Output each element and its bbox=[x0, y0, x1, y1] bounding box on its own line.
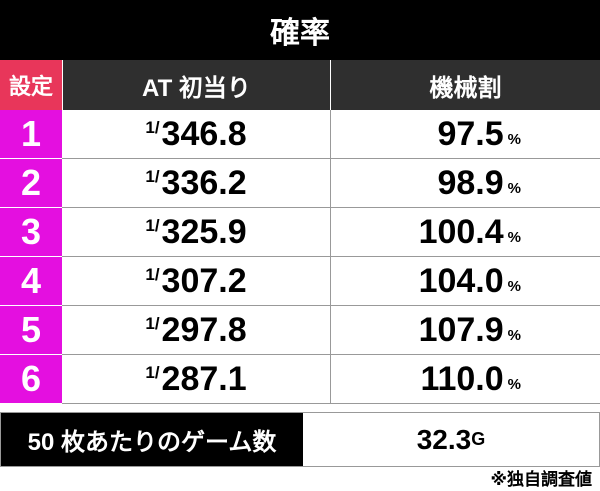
at-value: 297.8 bbox=[161, 310, 247, 349]
setting-cell: 3 bbox=[0, 208, 62, 257]
fraction-numerator: 1/ bbox=[145, 118, 160, 137]
table-row: 3 1/325.9 100.4% bbox=[0, 208, 600, 257]
at-probability-cell: 1/346.8 bbox=[62, 110, 331, 158]
at-value: 336.2 bbox=[161, 163, 247, 202]
fraction-numerator: 1/ bbox=[145, 216, 160, 235]
header-at: AT 初当り bbox=[63, 60, 330, 110]
fraction-numerator: 1/ bbox=[145, 167, 160, 186]
table-row: 1 1/346.8 97.5% bbox=[0, 110, 600, 159]
header-payout: 機械割 bbox=[331, 60, 600, 110]
payout-value: 100.4 bbox=[418, 212, 504, 251]
header-setting: 設定 bbox=[0, 60, 62, 110]
fraction-numerator: 1/ bbox=[145, 265, 160, 284]
table-row: 2 1/336.2 98.9% bbox=[0, 159, 600, 208]
setting-cell: 6 bbox=[0, 355, 62, 404]
at-value: 325.9 bbox=[161, 212, 247, 251]
fraction-numerator: 1/ bbox=[145, 363, 160, 382]
at-probability-cell: 1/287.1 bbox=[62, 355, 331, 403]
games-per-50-box: 50 枚あたりのゲーム数 32.3 G bbox=[0, 412, 600, 467]
percent-unit: % bbox=[507, 326, 521, 344]
games-value: 32.3 G bbox=[416, 423, 486, 455]
at-value: 307.2 bbox=[161, 261, 247, 300]
games-label: 50 枚あたりのゲーム数 bbox=[1, 413, 303, 466]
footnote: ※独自調査値 bbox=[490, 470, 592, 489]
percent-unit: % bbox=[507, 130, 521, 148]
payout-value: 107.9 bbox=[418, 310, 504, 349]
payout-value: 110.0 bbox=[420, 359, 504, 398]
payout-value: 104.0 bbox=[418, 261, 504, 300]
payout-cell: 110.0% bbox=[331, 355, 599, 403]
at-value: 287.1 bbox=[161, 359, 247, 398]
fraction-numerator: 1/ bbox=[145, 314, 160, 333]
page-title: 確率 bbox=[0, 0, 600, 60]
setting-cell: 2 bbox=[0, 159, 62, 208]
table-row: 4 1/307.2 104.0% bbox=[0, 257, 600, 306]
percent-unit: % bbox=[507, 277, 521, 295]
payout-value: 98.9 bbox=[437, 163, 504, 202]
setting-cell: 5 bbox=[0, 306, 62, 355]
percent-unit: % bbox=[507, 179, 521, 197]
at-probability-cell: 1/297.8 bbox=[62, 306, 331, 354]
percent-unit: % bbox=[507, 228, 521, 246]
setting-cell: 4 bbox=[0, 257, 62, 306]
at-probability-cell: 1/336.2 bbox=[62, 159, 331, 207]
payout-value: 97.5 bbox=[437, 114, 504, 153]
payout-cell: 107.9% bbox=[331, 306, 599, 354]
at-probability-cell: 1/325.9 bbox=[62, 208, 331, 256]
payout-cell: 97.5% bbox=[331, 110, 599, 158]
payout-cell: 104.0% bbox=[331, 257, 599, 305]
percent-unit: % bbox=[507, 375, 521, 393]
table-row: 5 1/297.8 107.9% bbox=[0, 306, 600, 355]
payout-cell: 100.4% bbox=[331, 208, 599, 256]
setting-cell: 1 bbox=[0, 110, 62, 159]
payout-cell: 98.9% bbox=[331, 159, 599, 207]
at-value: 346.8 bbox=[161, 114, 247, 153]
table-row: 6 1/287.1 110.0% bbox=[0, 355, 600, 404]
at-probability-cell: 1/307.2 bbox=[62, 257, 331, 305]
